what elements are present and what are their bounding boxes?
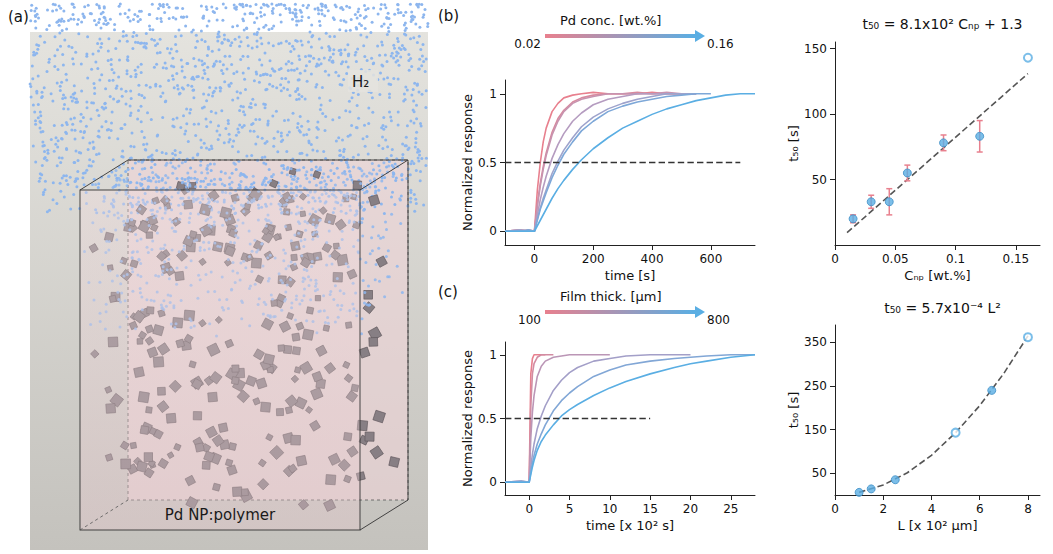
svg-text:50: 50 [812, 466, 827, 480]
svg-text:10: 10 [602, 502, 617, 516]
svg-text:0: 0 [831, 502, 839, 516]
svg-text:(a): (a) [8, 8, 29, 26]
svg-text:2: 2 [879, 502, 887, 516]
svg-text:250: 250 [804, 379, 827, 393]
svg-text:200: 200 [582, 252, 605, 266]
svg-text:(b): (b) [438, 7, 459, 25]
svg-text:Pd conc. [wt.%]: Pd conc. [wt.%] [560, 13, 661, 28]
svg-text:0.5: 0.5 [478, 412, 497, 426]
svg-text:H₂: H₂ [352, 73, 369, 91]
svg-text:time [x 10² s]: time [x 10² s] [586, 518, 674, 533]
svg-text:t₅₀ = 5.7x10⁻⁴ L²: t₅₀ = 5.7x10⁻⁴ L² [884, 300, 1001, 316]
svg-text:0.5: 0.5 [478, 156, 497, 170]
svg-text:100: 100 [804, 107, 827, 121]
svg-text:600: 600 [699, 252, 722, 266]
svg-text:4: 4 [928, 502, 936, 516]
svg-text:6: 6 [976, 502, 984, 516]
svg-text:20: 20 [683, 502, 698, 516]
svg-text:0: 0 [531, 252, 539, 266]
svg-text:800: 800 [707, 313, 730, 327]
svg-text:L [x 10² μm]: L [x 10² μm] [897, 518, 977, 533]
svg-text:50: 50 [812, 173, 827, 187]
svg-text:350: 350 [804, 335, 827, 349]
svg-text:1: 1 [489, 87, 497, 101]
svg-text:Cₙₚ [wt.%]: Cₙₚ [wt.%] [904, 268, 970, 283]
svg-text:0.15: 0.15 [1003, 252, 1030, 266]
svg-text:100: 100 [518, 313, 541, 327]
svg-text:t₅₀ = 8.1x10² Cₙₚ + 1.3: t₅₀ = 8.1x10² Cₙₚ + 1.3 [862, 16, 1022, 32]
svg-text:time [s]: time [s] [605, 268, 655, 283]
svg-text:t₅₀ [s]: t₅₀ [s] [786, 125, 801, 162]
svg-text:0: 0 [831, 252, 839, 266]
svg-text:Normalized response: Normalized response [460, 94, 475, 231]
svg-text:8: 8 [1024, 502, 1032, 516]
svg-text:1: 1 [489, 348, 497, 362]
svg-text:(c): (c) [438, 283, 458, 301]
svg-text:400: 400 [641, 252, 664, 266]
svg-text:Pd NP:polymer: Pd NP:polymer [165, 506, 276, 524]
svg-text:15: 15 [643, 502, 658, 516]
svg-text:150: 150 [804, 42, 827, 56]
svg-text:0.02: 0.02 [514, 37, 541, 51]
svg-text:0: 0 [525, 502, 533, 516]
svg-text:0: 0 [489, 224, 497, 238]
svg-text:0.1: 0.1 [946, 252, 965, 266]
svg-text:5: 5 [566, 502, 574, 516]
svg-text:Normalized response: Normalized response [460, 350, 475, 487]
svg-text:150: 150 [804, 423, 827, 437]
svg-text:0: 0 [489, 475, 497, 489]
svg-text:t₅₀ [s]: t₅₀ [s] [786, 392, 801, 429]
svg-text:0.05: 0.05 [882, 252, 909, 266]
svg-text:25: 25 [723, 502, 738, 516]
svg-text:Film thick. [μm]: Film thick. [μm] [560, 289, 662, 304]
svg-text:0.16: 0.16 [707, 37, 734, 51]
